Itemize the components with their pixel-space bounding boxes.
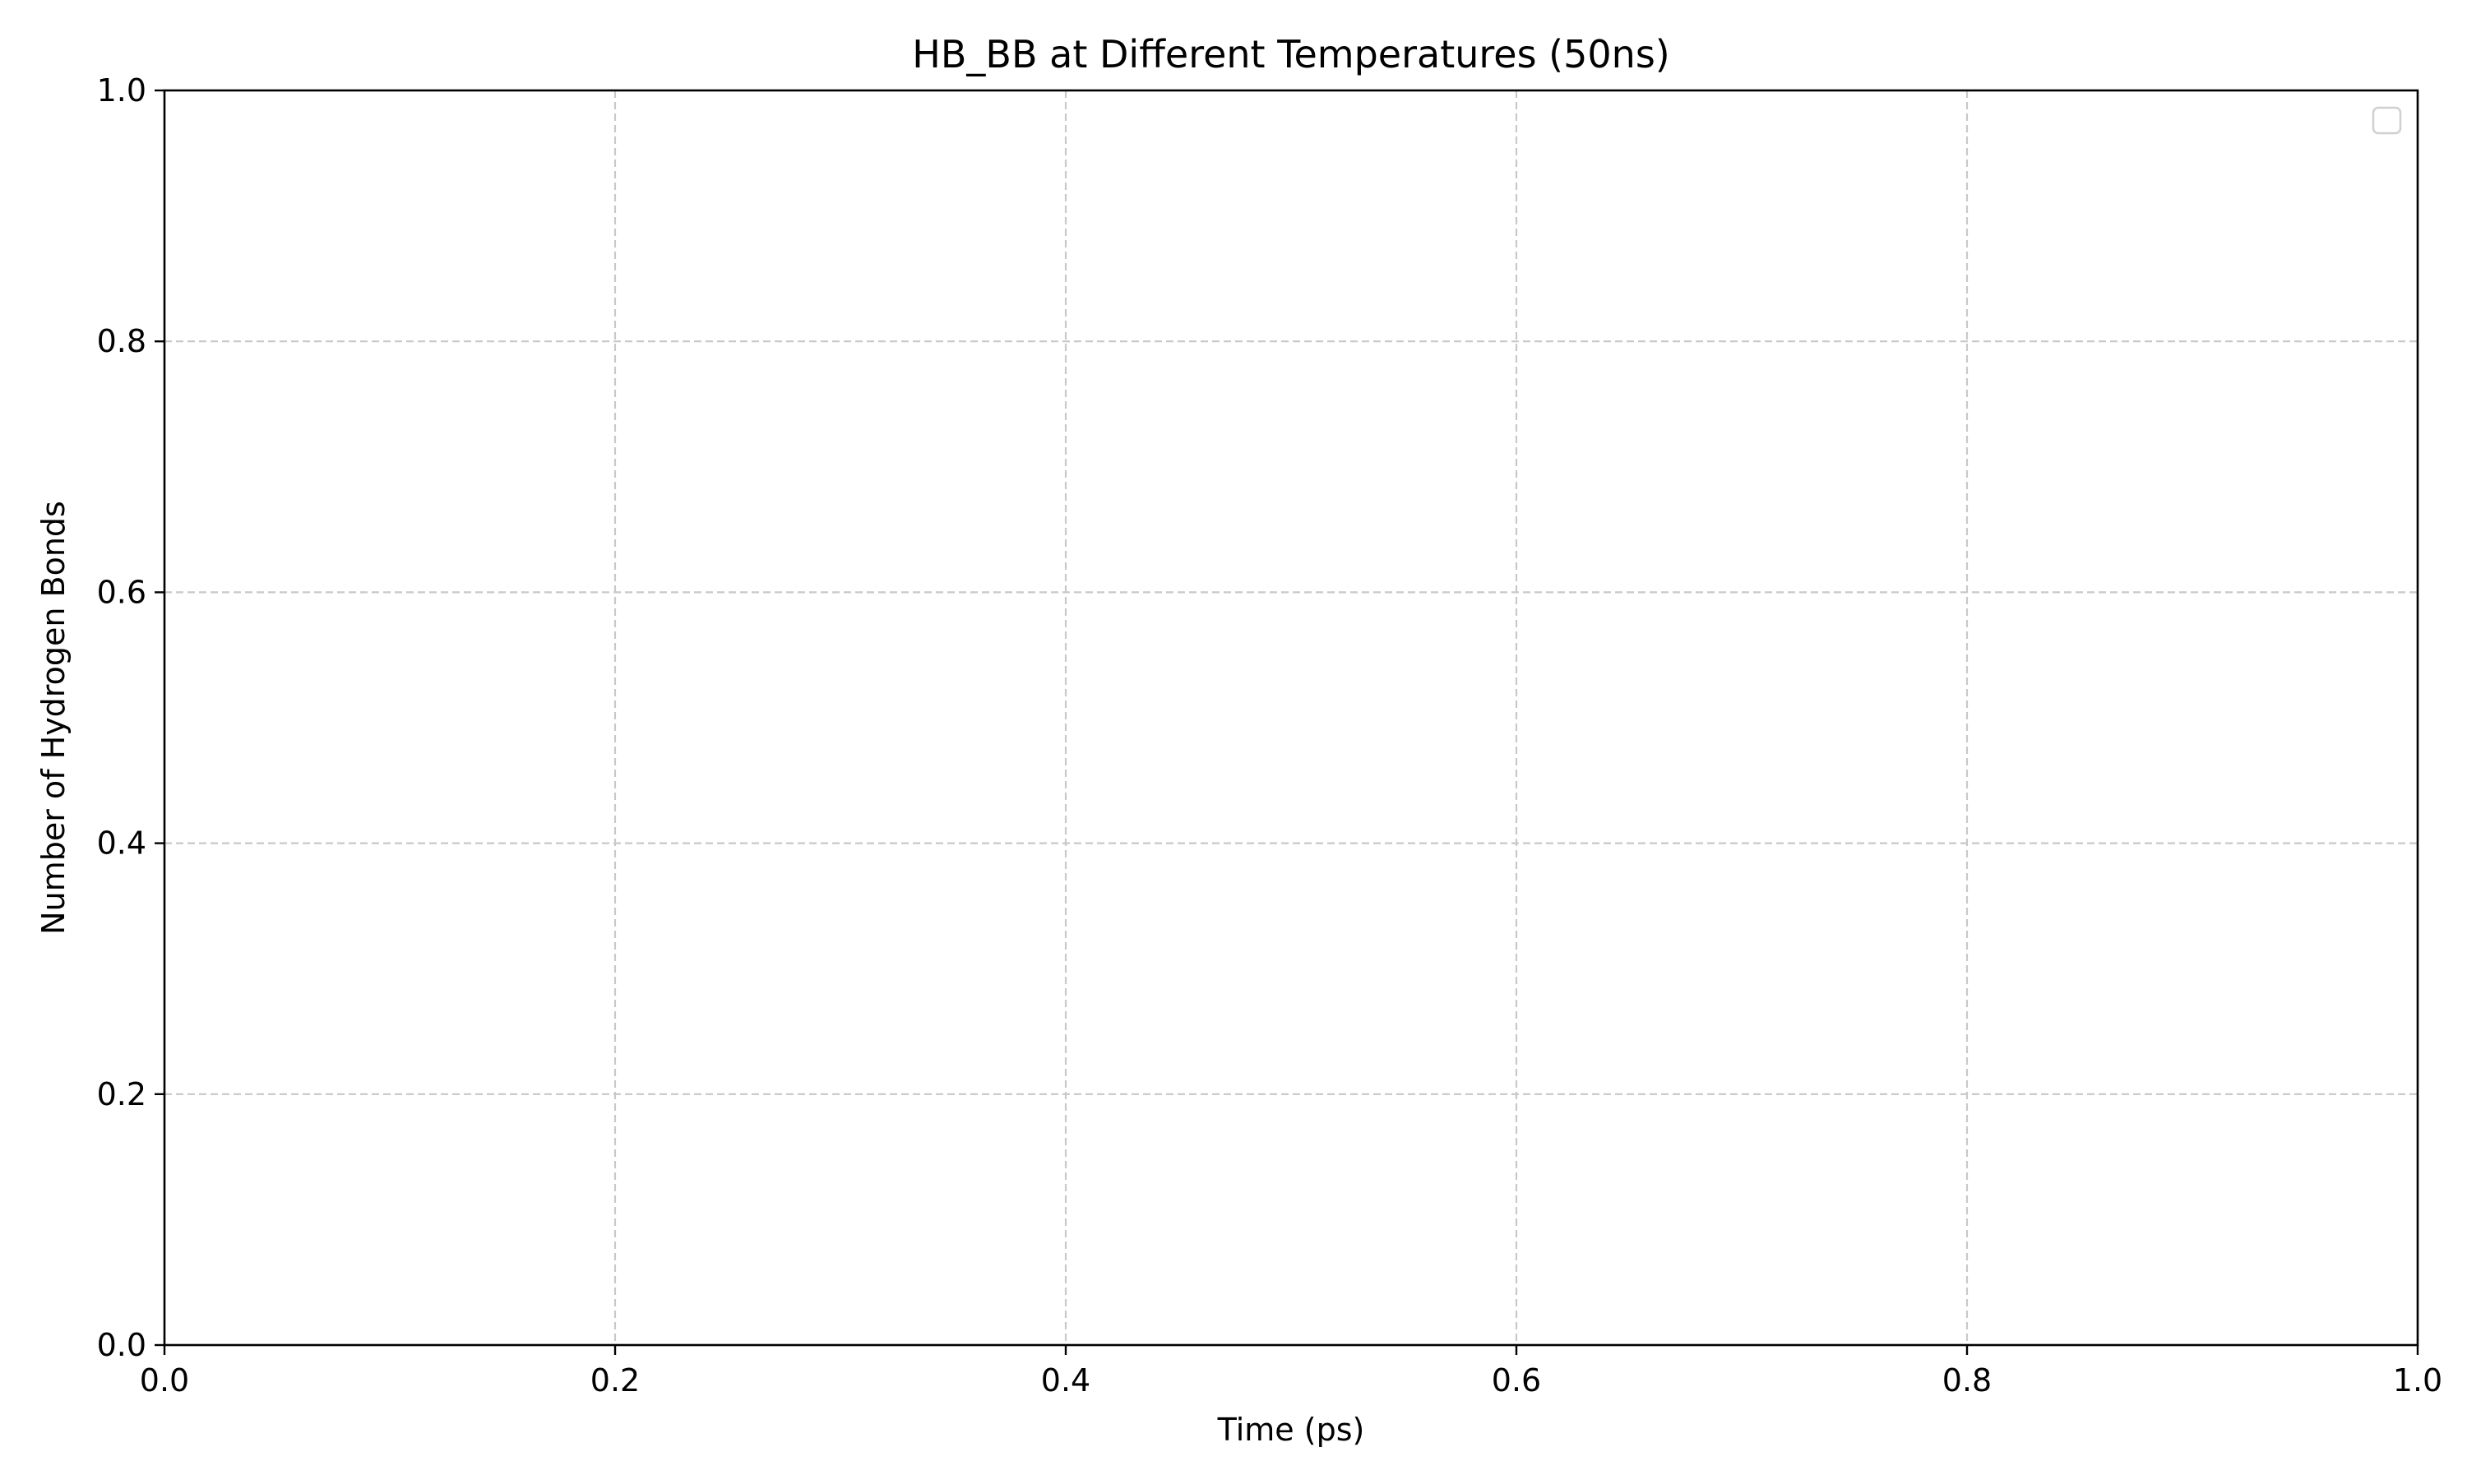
y-tick-label: 0.8 [97, 323, 146, 359]
x-tick-label: 0.6 [1492, 1362, 1541, 1398]
x-tick-label: 1.0 [2393, 1362, 2442, 1398]
ticks: 0.0 0.2 0.4 0.6 0.8 1.0 0.0 0.2 0.4 0.6 0.8 1.0 [97, 72, 2443, 1398]
x-tick-label: 0.4 [1041, 1362, 1090, 1398]
x-tick-label: 0.8 [1942, 1362, 1992, 1398]
plot-area-frame [163, 89, 2419, 1347]
x-tick-label: 0.2 [590, 1362, 640, 1398]
legend-box [2372, 106, 2402, 135]
y-tick-label: 0.4 [97, 825, 146, 862]
y-tick-label: 1.0 [97, 72, 146, 109]
x-tick-label: 0.0 [140, 1362, 189, 1398]
y-tick-label: 0.2 [97, 1076, 146, 1112]
y-tick-label: 0.6 [97, 574, 146, 610]
x-axis-label: Time (ps) [1217, 1412, 1365, 1448]
legend [2372, 106, 2402, 135]
chart-title: HB_BB at Different Temperatures (50ns) [912, 32, 1669, 76]
y-axis-label: Number of Hydrogen Bonds [35, 501, 72, 935]
y-tick-label: 0.0 [97, 1327, 146, 1363]
grid [164, 90, 2418, 1345]
